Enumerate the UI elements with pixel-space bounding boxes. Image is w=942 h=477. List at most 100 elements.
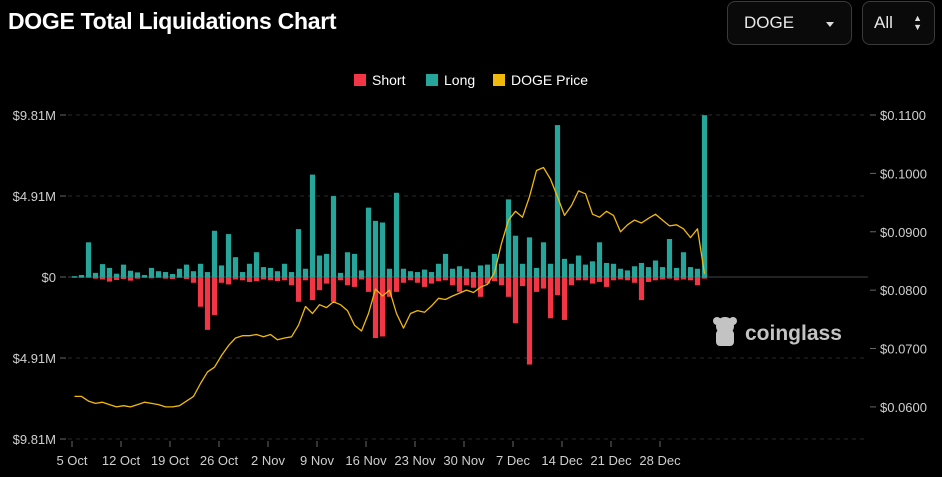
watermark: coinglass [713,317,842,346]
short-bar [218,277,225,283]
long-bar [638,262,645,277]
long-bar [71,276,78,277]
long-bar [533,267,540,277]
right-axis-tick: $0.1100 [880,108,926,123]
short-bar [526,277,533,365]
short-bar [267,277,274,281]
long-bar [225,234,232,277]
long-bar [442,253,449,277]
short-bar [386,277,393,297]
long-bar [540,242,547,277]
long-bar [701,115,708,278]
short-bar [351,277,358,287]
short-bar [183,277,190,279]
legend-swatch-long [426,74,438,86]
long-bar [610,263,617,277]
short-bar [624,277,631,281]
x-axis-tick: 14 Dec [541,453,583,468]
long-bar [162,272,169,277]
long-bar [673,267,680,277]
short-bar [162,277,169,279]
long-bar [617,268,624,277]
long-bar [435,263,442,277]
long-bar [267,267,274,277]
short-bar [274,277,281,282]
long-bar [386,268,393,277]
short-bar [78,277,85,278]
long-bar [421,269,428,277]
left-axis-tick: $4.91M [13,351,56,366]
long-bar [204,272,211,277]
short-bar [169,277,176,279]
long-bar [484,264,491,277]
x-axis-tick: 5 Oct [56,453,87,468]
long-bar [113,273,120,277]
long-bar [477,265,484,277]
short-bar [603,277,610,287]
long-bar [344,252,351,277]
left-axis-tick: $9.81M [13,432,56,447]
short-bar [239,277,246,281]
long-bar [260,267,267,277]
long-bar [561,258,568,277]
watermark-text: coinglass [745,322,842,345]
short-bar [260,277,267,280]
x-axis-tick: 21 Dec [590,453,632,468]
long-bar [400,268,407,277]
legend-label-price[interactable]: DOGE Price [511,72,588,88]
short-bar [400,277,407,283]
long-bar [505,199,512,277]
long-bar [694,268,701,277]
short-bar [316,277,323,291]
range-select[interactable]: All ▲ ▼ [862,1,935,45]
long-bar [281,263,288,277]
long-bar [603,262,610,277]
short-bar [659,277,666,280]
long-bar [330,196,337,277]
short-bar [617,277,624,280]
short-bar [547,277,554,319]
long-bar [372,220,379,277]
x-axis-tick: 28 Dec [639,453,681,468]
legend-swatch-short [354,74,366,86]
right-axis: $0.1100 $0.1000 $0.0900 $0.0800 $0.0700 $0.06… [870,108,927,415]
long-bar [295,229,302,277]
long-bar [141,275,148,277]
long-bar [624,270,631,277]
coin-select[interactable]: DOGE [727,1,852,45]
short-bar [484,277,491,284]
x-axis-tick: 23 Nov [394,453,436,468]
long-bar [659,267,666,277]
right-axis-tick: $0.1000 [880,166,927,181]
x-axis-tick: 12 Oct [102,453,141,468]
chart-legend: Short Long DOGE Price [354,72,588,88]
right-axis-tick: $0.0900 [880,225,927,240]
coinglass-logo-icon [713,317,737,346]
short-bar [176,277,183,278]
long-bar [302,268,309,277]
long-bar [519,263,526,277]
short-bar [211,277,218,315]
short-bar [253,277,260,282]
short-bar [127,277,134,281]
long-bar [169,274,176,277]
long-bar [176,268,183,277]
long-bar [463,268,470,277]
short-bar [554,277,561,296]
short-bar [197,277,204,307]
short-bar [694,277,701,286]
long-bar [148,267,155,277]
short-bar [561,277,568,320]
short-bar [701,277,708,279]
long-bar [393,192,400,277]
legend-label-short[interactable]: Short [372,72,406,88]
short-bar [498,277,505,286]
coin-select-value: DOGE [744,13,795,32]
short-bar [246,277,253,282]
short-bar [449,277,456,286]
short-bar [365,277,372,292]
long-bar [78,275,85,277]
short-bar [645,277,652,282]
legend-label-long[interactable]: Long [444,72,475,88]
